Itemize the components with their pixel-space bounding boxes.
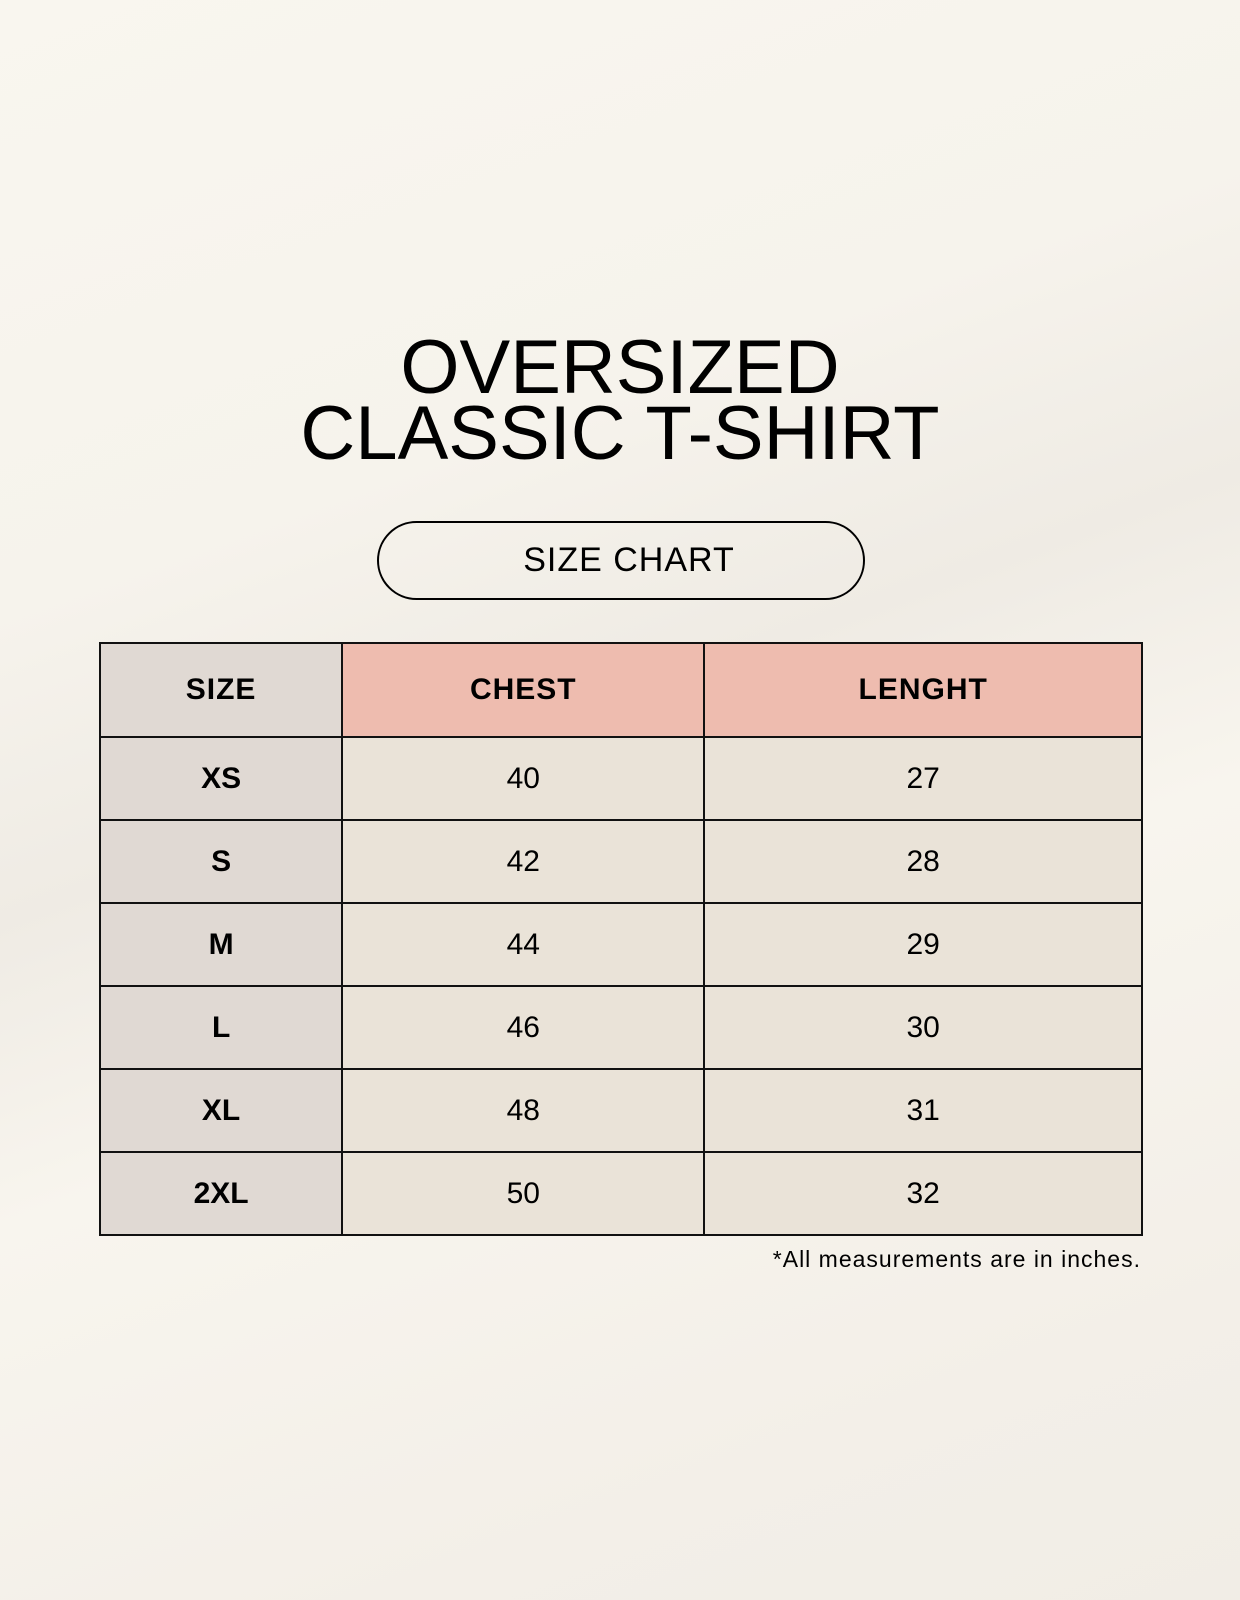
size-chart-badge: SIZE CHART <box>377 521 865 600</box>
cell-length: 31 <box>703 1068 1143 1153</box>
header-size: SIZE <box>98 642 344 738</box>
table-row: XS 40 27 <box>98 736 1143 821</box>
table-row: M 44 29 <box>98 902 1143 987</box>
cell-size: XL <box>98 1068 344 1153</box>
page-title: OVERSIZED CLASSIC T-SHIRT <box>0 325 1240 476</box>
title-line-2: CLASSIC T-SHIRT <box>300 391 940 476</box>
cell-size: XS <box>98 736 344 821</box>
cell-length: 30 <box>703 985 1143 1070</box>
cell-size: L <box>98 985 344 1070</box>
cell-size: S <box>98 819 344 904</box>
measurement-note: *All measurements are in inches. <box>772 1246 1141 1272</box>
title-line-1: OVERSIZED <box>400 325 840 410</box>
size-table: SIZE CHEST LENGHT XS 40 27 S 42 28 M 44 29 L 46 30 X… <box>98 642 1143 1236</box>
header-length: LENGHT <box>703 642 1143 738</box>
cell-size: 2XL <box>98 1151 344 1236</box>
cell-length: 27 <box>703 736 1143 821</box>
cell-length: 32 <box>703 1151 1143 1236</box>
table-row: S 42 28 <box>98 819 1143 904</box>
cell-length: 29 <box>703 902 1143 987</box>
cell-chest: 44 <box>341 902 706 987</box>
table-row: XL 48 31 <box>98 1068 1143 1153</box>
cell-size: M <box>98 902 344 987</box>
cell-chest: 42 <box>341 819 706 904</box>
table-row: 2XL 50 32 <box>98 1151 1143 1236</box>
header-chest: CHEST <box>341 642 706 738</box>
table-row: L 46 30 <box>98 985 1143 1070</box>
table-header-row: SIZE CHEST LENGHT <box>98 642 1143 738</box>
cell-length: 28 <box>703 819 1143 904</box>
cell-chest: 46 <box>341 985 706 1070</box>
cell-chest: 40 <box>341 736 706 821</box>
cell-chest: 48 <box>341 1068 706 1153</box>
cell-chest: 50 <box>341 1151 706 1236</box>
